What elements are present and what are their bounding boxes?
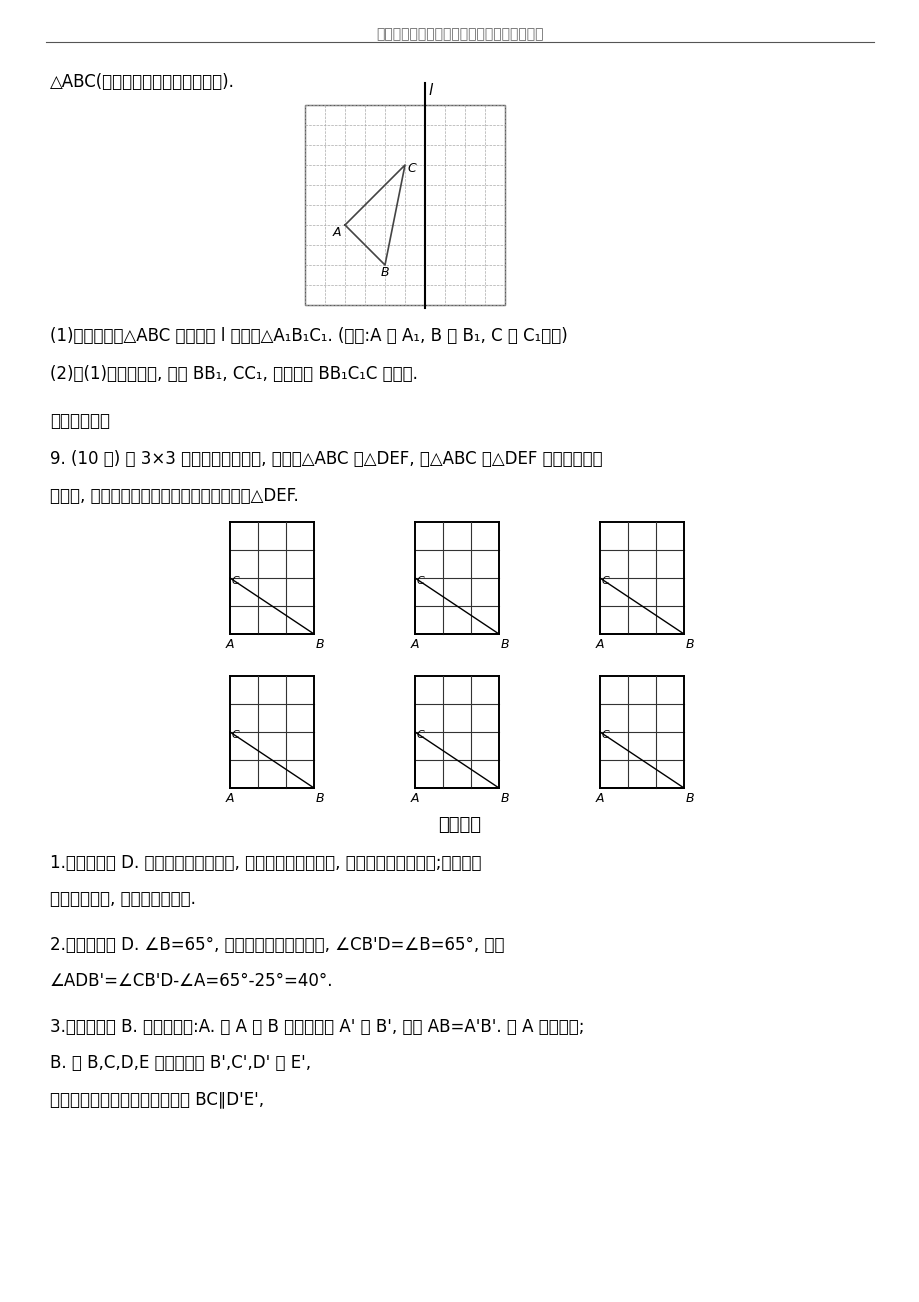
Text: A: A (596, 638, 604, 651)
Text: B: B (501, 638, 509, 651)
Text: A: A (596, 792, 604, 805)
Text: ∠ADB'=∠CB'D-∠A=65°-25°=40°.: ∠ADB'=∠CB'D-∠A=65°-25°=40°. (50, 973, 334, 990)
Text: l: l (427, 83, 432, 98)
Text: △ABC(即三角形的顶点都在格点上).: △ABC(即三角形的顶点都在格点上). (50, 73, 234, 91)
Bar (305, 105, 505, 305)
Text: 2.【解析】选 D. ∠B=65°, 根据轴对称的性质可知, ∠CB'D=∠B=65°, 所以: 2.【解析】选 D. ∠B=65°, 根据轴对称的性质可知, ∠CB'D=∠B=… (50, 936, 504, 954)
Text: B: B (501, 792, 509, 805)
Text: A: A (411, 638, 419, 651)
Text: A: A (226, 792, 234, 805)
Text: C: C (232, 730, 240, 740)
Text: 轴对称, 请在下面的备用图中画出所有这样的△DEF.: 轴对称, 请在下面的备用图中画出所有这样的△DEF. (50, 487, 299, 505)
Text: (1)在图中作出△ABC 关于直线 l 对称的△A₁B₁C₁. (要求:A 与 A₁, B 与 B₁, C 与 C₁相应): (1)在图中作出△ABC 关于直线 l 对称的△A₁B₁C₁. (要求:A 与 … (50, 327, 567, 345)
Text: A: A (411, 792, 419, 805)
Text: 【拓展延伸】: 【拓展延伸】 (50, 411, 110, 430)
Text: C: C (601, 575, 609, 586)
Text: C: C (601, 730, 609, 740)
Text: C: C (232, 575, 240, 586)
Text: 答案解析: 答案解析 (438, 816, 481, 835)
Text: C: C (416, 575, 425, 586)
Text: 最新海量高中、初中教学资料尽在金锄头文库: 最新海量高中、初中教学资料尽在金锄头文库 (376, 27, 543, 40)
Text: C: C (416, 730, 425, 740)
Text: 3.【解析】选 B. 由图形可知:A. 点 A 和 B 对称点是点 A' 和 B', 所以 AB=A'B'. 故 A 是正确的;: 3.【解析】选 B. 由图形可知:A. 点 A 和 B 对称点是点 A' 和 B… (50, 1018, 584, 1036)
Text: (2)在(1)题的结果下, 连接 BB₁, CC₁, 求四边形 BB₁C₁C 的面积.: (2)在(1)题的结果下, 连接 BB₁, CC₁, 求四边形 BB₁C₁C 的… (50, 365, 417, 383)
Text: B: B (686, 792, 694, 805)
Text: C: C (406, 161, 415, 174)
Text: B. 点 B,C,D,E 对称点是点 B',C',D' 和 E',: B. 点 B,C,D,E 对称点是点 B',C',D' 和 E', (50, 1055, 311, 1072)
Text: A: A (333, 227, 341, 240)
Text: 9. (10 分) 在 3×3 的正方形格点图中, 有格点△ABC 和△DEF, 且△ABC 和△DEF 关于某直线成: 9. (10 分) 在 3×3 的正方形格点图中, 有格点△ABC 和△DEF,… (50, 450, 602, 467)
Text: B: B (315, 638, 324, 651)
Text: 1.【解析】选 D. 由成轴对称的性质知, 若图形的点在直线上, 则其对称点在直线上;若图形的: 1.【解析】选 D. 由成轴对称的性质知, 若图形的点在直线上, 则其对称点在直… (50, 854, 481, 872)
Text: B: B (686, 638, 694, 651)
Text: B: B (315, 792, 324, 805)
Text: 所以根据正六边形的性质可得到 BC∥D'E',: 所以根据正六边形的性质可得到 BC∥D'E', (50, 1090, 264, 1108)
Text: 点不在直线上, 则在直线的两旁.: 点不在直线上, 则在直线的两旁. (50, 891, 196, 907)
Text: B: B (380, 266, 390, 279)
Text: A: A (226, 638, 234, 651)
